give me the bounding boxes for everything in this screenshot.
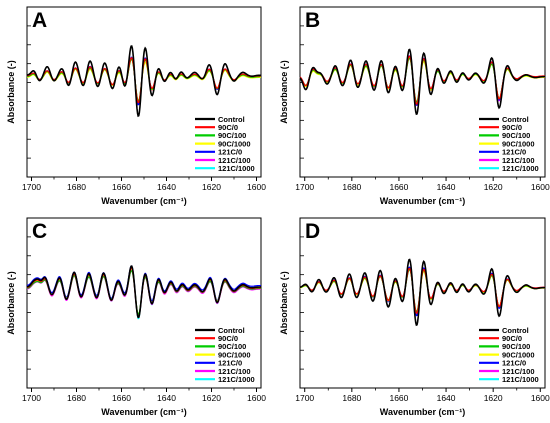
- panel-letter: B: [305, 9, 320, 32]
- panel-b: B 1700 1680 1660 1640 1620 1600 Wavenumber (cm⁻…: [279, 6, 550, 206]
- legend-entry: 121C/100: [218, 156, 251, 165]
- legend-entry: 121C/0: [502, 148, 526, 157]
- x-axis-label: Wavenumber (cm⁻¹): [380, 196, 465, 206]
- series-line-control: [299, 258, 545, 327]
- legend-entry: Control: [502, 326, 529, 335]
- x-tick-label: 1600: [531, 393, 550, 403]
- panel-letter: D: [305, 220, 320, 243]
- x-tick-label: 1700: [22, 182, 41, 192]
- panel-c: C 1700 1680 1660 1640 1620 1600 Wavenumber (cm⁻…: [6, 217, 266, 417]
- x-tick-label: 1640: [157, 393, 176, 403]
- series-line-control: [26, 265, 261, 319]
- x-tick-label: 1660: [389, 393, 408, 403]
- legend-entry: 121C/1000: [218, 164, 255, 173]
- x-tick-label: 1660: [112, 393, 131, 403]
- panel-a: A 1700 1680 1660 1640 1620 1600 Wavenumber (cm⁻…: [6, 6, 266, 206]
- legend-entry: 90C/0: [218, 123, 238, 132]
- x-tick-label: 1640: [157, 182, 176, 192]
- x-tick-label: 1680: [342, 393, 361, 403]
- x-tick-label: 1680: [67, 393, 86, 403]
- legend-entry: 90C/100: [218, 131, 246, 140]
- legend-entry: 121C/0: [218, 148, 242, 157]
- series-line-90c-0: [299, 267, 545, 314]
- legend-entry: 90C/100: [218, 342, 246, 351]
- x-axis-label: Wavenumber (cm⁻¹): [101, 196, 186, 206]
- legend-entry: Control: [218, 115, 245, 124]
- x-tick-label: 1680: [342, 182, 361, 192]
- x-axis-label: Wavenumber (cm⁻¹): [380, 407, 465, 417]
- x-tick-label: 1680: [67, 182, 86, 192]
- series-line-121c-0: [26, 265, 262, 317]
- x-axis-label: Wavenumber (cm⁻¹): [101, 407, 186, 417]
- legend-entry: 121C/100: [502, 156, 535, 165]
- panel-letter: C: [32, 220, 47, 243]
- x-tick-label: 1600: [531, 182, 550, 192]
- series-line-control: [26, 45, 261, 118]
- x-tick-label: 1620: [202, 393, 221, 403]
- y-axis-label: Absorbance (-): [279, 271, 289, 335]
- x-tick-label: 1660: [389, 182, 408, 192]
- legend-entry: 121C/1000: [502, 164, 539, 173]
- panel-d: D 1700 1680 1660 1640 1620 1600 Wavenumber (cm⁻…: [279, 217, 550, 417]
- legend-entry: 121C/1000: [502, 375, 539, 384]
- y-axis-label: Absorbance (-): [6, 271, 16, 335]
- series-line-control: [299, 48, 545, 116]
- x-tick-label: 1700: [22, 393, 41, 403]
- x-tick-label: 1660: [112, 182, 131, 192]
- legend-entry: 121C/0: [502, 359, 526, 368]
- legend-entry: 90C/100: [502, 342, 530, 351]
- legend-entry: 90C/1000: [502, 139, 535, 148]
- legend-entry: Control: [218, 326, 245, 335]
- legend-entry: 90C/1000: [502, 350, 535, 359]
- x-tick-label: 1620: [202, 182, 221, 192]
- panel-letter: A: [32, 9, 47, 32]
- legend-entry: 90C/0: [218, 334, 238, 343]
- legend-entry: Control: [502, 115, 529, 124]
- legend-entry: 121C/100: [502, 367, 535, 376]
- legend-entry: 121C/100: [218, 367, 251, 376]
- x-tick-label: 1700: [295, 182, 314, 192]
- legend-entry: 90C/0: [502, 123, 522, 132]
- x-tick-label: 1600: [247, 393, 266, 403]
- x-tick-label: 1640: [437, 393, 456, 403]
- legend-entry: 90C/1000: [218, 350, 251, 359]
- y-axis-label: Absorbance (-): [279, 60, 289, 124]
- x-tick-label: 1600: [247, 182, 266, 192]
- legend-entry: 90C/0: [502, 334, 522, 343]
- x-tick-label: 1620: [484, 182, 503, 192]
- x-tick-label: 1700: [295, 393, 314, 403]
- legend-entry: 90C/1000: [218, 139, 251, 148]
- legend-entry: 121C/1000: [218, 375, 255, 384]
- x-tick-label: 1620: [484, 393, 503, 403]
- legend-entry: 90C/100: [502, 131, 530, 140]
- y-axis-label: Absorbance (-): [6, 60, 16, 124]
- legend-entry: 121C/0: [218, 359, 242, 368]
- x-tick-label: 1640: [437, 182, 456, 192]
